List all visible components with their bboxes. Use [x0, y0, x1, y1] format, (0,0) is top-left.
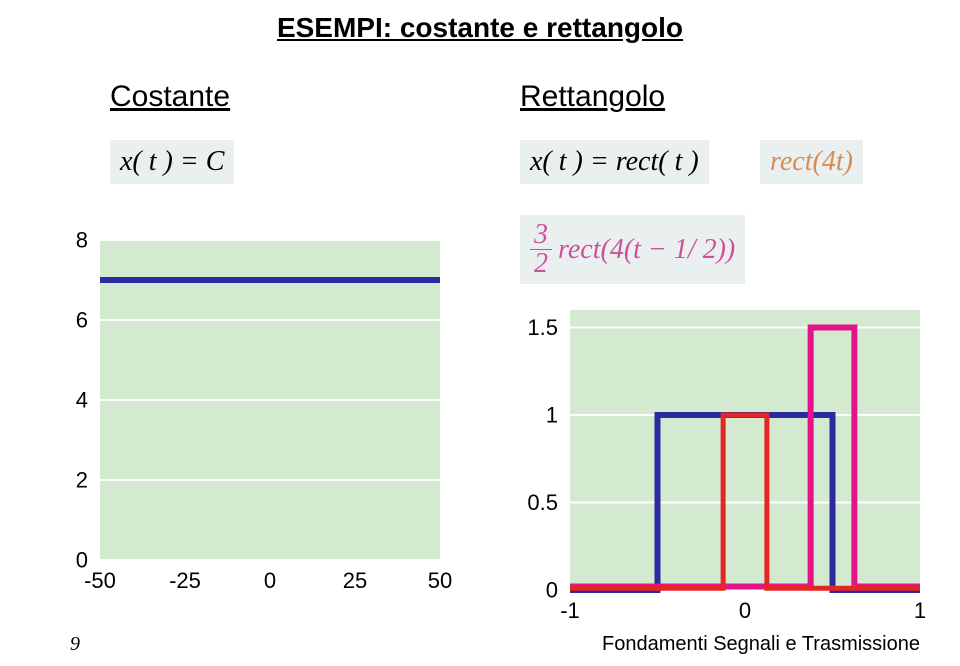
footer-text: Fondamenti Segnali e Trasmissione: [602, 633, 920, 656]
svg-text:0: 0: [546, 578, 558, 603]
svg-text:1: 1: [914, 598, 926, 623]
svg-text:1: 1: [546, 403, 558, 428]
right-chart-svg: 00.511.5-101: [0, 0, 960, 666]
svg-text:-1: -1: [560, 598, 580, 623]
slide-number: 9: [70, 633, 80, 656]
svg-text:0.5: 0.5: [527, 490, 558, 515]
svg-text:1.5: 1.5: [527, 315, 558, 340]
svg-text:0: 0: [739, 598, 751, 623]
